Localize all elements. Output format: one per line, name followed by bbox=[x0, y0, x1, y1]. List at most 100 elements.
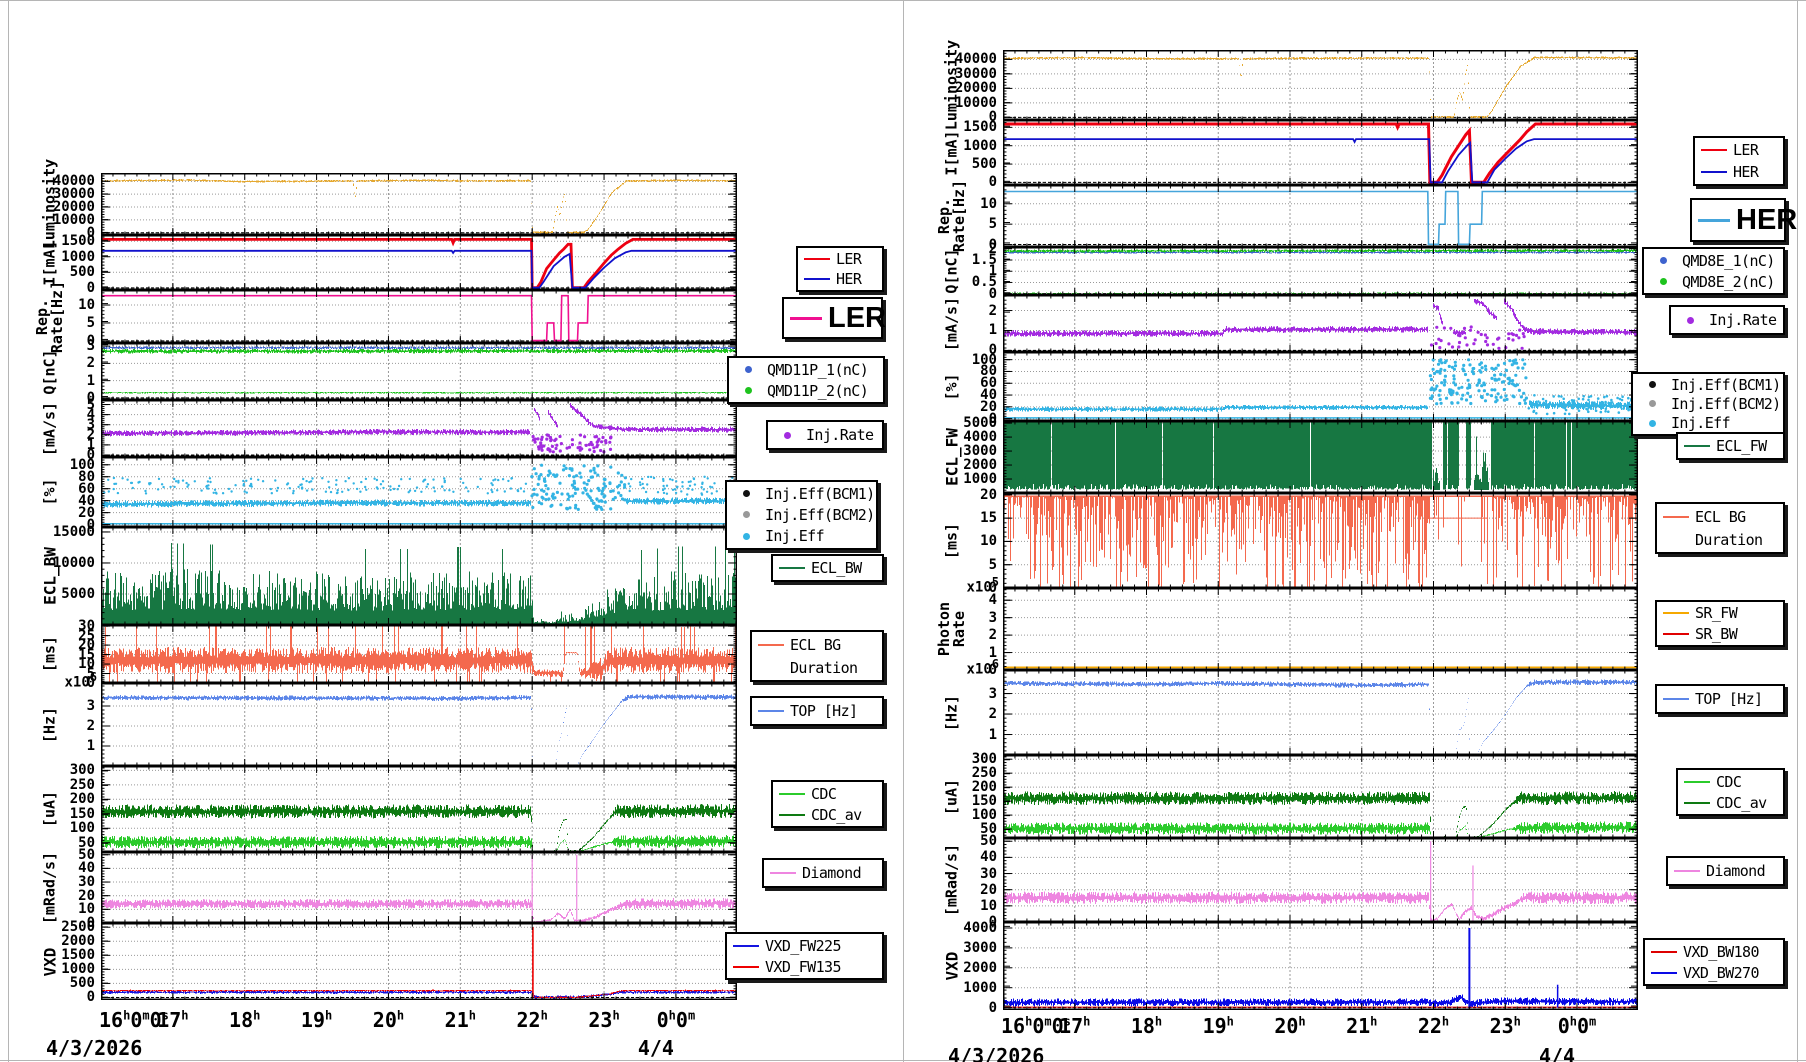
plot-right-monitor-charge bbox=[1003, 247, 1638, 295]
legend-marker bbox=[752, 710, 790, 712]
plot-left-monitor-ecl-bw bbox=[101, 527, 737, 625]
ytick-left-monitor-current-500: 500 bbox=[69, 264, 95, 281]
ytick-right-monitor-current-1500: 1500 bbox=[963, 119, 997, 136]
legend-entry: Inj.Eff bbox=[1633, 414, 1783, 433]
legend-left-monitor-ler: LER HER bbox=[796, 246, 884, 292]
ylabel-left-monitor-charge: Q[nC] bbox=[40, 348, 59, 395]
ytick-right-monitor-inj-eff-20: 20 bbox=[980, 398, 997, 415]
legend-entry: Inj.Eff(BCM2) bbox=[1633, 394, 1783, 413]
legend-entry: QMD11P_1(nC) bbox=[729, 359, 883, 380]
legend-entry: VXD_BW180 bbox=[1645, 941, 1783, 962]
xtick-left-monitor-19h: 19h bbox=[300, 1008, 333, 1032]
legend-label: ECL_BW bbox=[811, 559, 862, 577]
legend-marker bbox=[784, 316, 828, 320]
ytick-left-monitor-ecl-bg-10: 10 bbox=[78, 656, 95, 673]
ytick-right-monitor-ecl-bg-10: 10 bbox=[980, 533, 997, 550]
xtick-right-monitor-0h0m: 0h0m bbox=[1557, 1014, 1597, 1038]
legend-entry: Inj.Rate bbox=[768, 423, 882, 447]
ytick-right-monitor-inj-rate-1: 1 bbox=[988, 322, 997, 339]
ytick-right-monitor-cdc-300: 300 bbox=[971, 751, 997, 768]
exp-label-right-monitor-photon-rate: x105 bbox=[966, 575, 999, 596]
ytick-left-monitor-luminosity-0: 0 bbox=[86, 224, 95, 241]
xtick-right-monitor-19h: 19h bbox=[1202, 1014, 1234, 1038]
legend-marker bbox=[1644, 257, 1682, 264]
legend-label: Duration bbox=[790, 658, 858, 677]
ytick-right-monitor-luminosity-10000: 10000 bbox=[954, 94, 997, 111]
legend-marker bbox=[1678, 780, 1716, 783]
ytick-right-monitor-photon-rate-2: 2 bbox=[988, 627, 997, 644]
vxd-bw180-line-swatch bbox=[1651, 950, 1677, 953]
ytick-right-monitor-rep-rate-10: 10 bbox=[980, 195, 997, 212]
legend-label: Diamond bbox=[1706, 862, 1766, 880]
legend-entry: Duration bbox=[752, 656, 882, 679]
ytick-right-monitor-inj-eff-60: 60 bbox=[980, 375, 997, 392]
legend-entry: HER bbox=[1692, 201, 1797, 239]
legend-marker bbox=[764, 872, 802, 874]
legend-entry: LER bbox=[784, 300, 886, 336]
ler-line-swatch bbox=[804, 258, 830, 260]
legend-entry: CDC_av bbox=[773, 804, 882, 825]
ecl-fw-line-swatch bbox=[1684, 445, 1710, 447]
legend-right-monitor-diamond: Diamond bbox=[1666, 856, 1785, 886]
ytick-left-monitor-inj-rate-4: 4 bbox=[86, 406, 95, 423]
plot-left-monitor-charge bbox=[101, 343, 737, 400]
ytick-left-monitor-diamond-30: 30 bbox=[78, 874, 95, 891]
plot-left-monitor-luminosity bbox=[101, 173, 737, 235]
legend-right-monitor-ecl-fw: ECL_FW bbox=[1676, 432, 1785, 460]
ytick-right-monitor-ecl-fw-4000: 4000 bbox=[963, 429, 997, 446]
ytick-left-monitor-inj-eff-80: 80 bbox=[78, 468, 95, 485]
legend-label: Inj.Rate bbox=[1709, 311, 1777, 329]
ylabel-right-monitor-diamond: [mRad/s] bbox=[942, 843, 961, 917]
legend-marker bbox=[1657, 632, 1695, 635]
sr-fw-line-swatch bbox=[1663, 612, 1689, 615]
legend-label: VXD_BW180 bbox=[1683, 942, 1759, 961]
ytick-left-monitor-cdc-300: 300 bbox=[69, 762, 95, 779]
ytick-right-monitor-inj-eff-100: 100 bbox=[971, 351, 997, 368]
window-frame-right bbox=[1797, 0, 1798, 1062]
legend-right-monitor-vxd-bw180: VXD_BW180 VXD_BW270 bbox=[1643, 938, 1785, 986]
ytick-right-monitor-cdc-250: 250 bbox=[971, 765, 997, 782]
ytick-left-monitor-ecl-bg-20: 20 bbox=[78, 637, 95, 654]
legend-entry: Inj.Eff(BCM2) bbox=[727, 504, 876, 525]
ylabel-right-monitor-luminosity: Luminosity bbox=[942, 39, 961, 131]
legend-marker bbox=[727, 490, 765, 498]
legend-entry: Inj.Rate bbox=[1671, 308, 1783, 332]
xtick-left-monitor-21h: 21h bbox=[444, 1008, 476, 1032]
legend-entry: Inj.Eff bbox=[727, 526, 876, 547]
legend-marker bbox=[727, 511, 765, 519]
legend-right-monitor-ecl-bg: ECL BG Duration bbox=[1655, 502, 1785, 554]
legend-entry: CDC_av bbox=[1678, 792, 1783, 813]
legend-entry: Inj.Eff(BCM1) bbox=[727, 483, 876, 504]
ytick-right-monitor-top-1: 1 bbox=[988, 726, 997, 743]
ytick-right-monitor-current-500: 500 bbox=[971, 156, 997, 173]
ytick-right-monitor-vxd-2000: 2000 bbox=[963, 959, 997, 976]
ytick-left-monitor-charge-1: 1 bbox=[86, 372, 95, 389]
legend-marker bbox=[773, 567, 811, 569]
plot-left-monitor-ecl-bg bbox=[101, 625, 737, 683]
legend-label: ECL BG bbox=[1695, 507, 1746, 526]
ytick-left-monitor-charge-2: 2 bbox=[86, 355, 95, 372]
xtick-left-monitor-17h: 17h bbox=[157, 1008, 189, 1032]
ytick-left-monitor-cdc-150: 150 bbox=[69, 805, 95, 822]
ytick-left-monitor-top-1: 1 bbox=[86, 738, 95, 754]
ecl-bg-line-swatch bbox=[758, 643, 784, 646]
vxd-fw135-line-swatch bbox=[733, 965, 759, 968]
ytick-left-monitor-top-3: 3 bbox=[86, 698, 95, 714]
legend-entry: Diamond bbox=[764, 861, 882, 885]
ylabel-right-monitor-inj-rate: [mA/s] bbox=[942, 296, 961, 351]
ytick-right-monitor-inj-eff-40: 40 bbox=[980, 387, 997, 404]
ytick-left-monitor-charge-3: 3 bbox=[86, 338, 95, 355]
ytick-left-monitor-ecl-bg-0: 0 bbox=[86, 675, 95, 691]
plot-left-monitor-vxd bbox=[101, 923, 737, 1000]
ytick-right-monitor-diamond-20: 20 bbox=[980, 881, 997, 898]
ylabel-right-monitor-cdc: [uA] bbox=[942, 778, 961, 815]
xtick-left-monitor-18h: 18h bbox=[229, 1008, 261, 1032]
ytick-left-monitor-inj-rate-5: 5 bbox=[86, 396, 95, 413]
ytick-right-monitor-ecl-bg-15: 15 bbox=[980, 510, 997, 527]
ytick-left-monitor-current-1500: 1500 bbox=[61, 233, 95, 250]
legend-left-monitor-inj-eff-bcm1-: Inj.Eff(BCM1) Inj.Eff(BCM2) Inj.Eff bbox=[725, 480, 878, 550]
legend-marker bbox=[798, 278, 836, 280]
ytick-right-monitor-ecl-fw-1000: 1000 bbox=[963, 471, 997, 488]
legend-left-monitor-cdc: CDC CDC_av bbox=[771, 780, 884, 828]
legend-label: Inj.Rate bbox=[806, 426, 874, 444]
